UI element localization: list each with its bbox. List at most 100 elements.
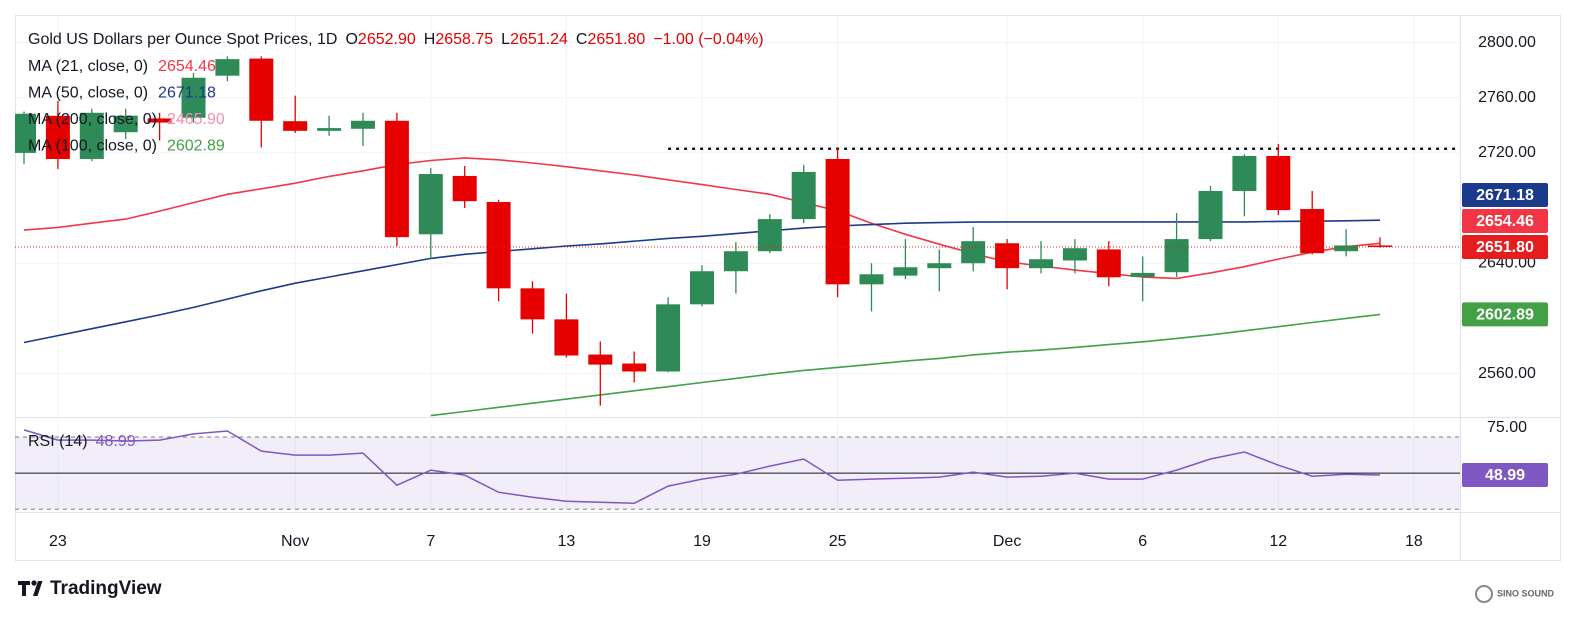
ma-legend: MA (100, close, 0) 2602.89 xyxy=(28,138,225,155)
candle-body xyxy=(147,118,172,123)
candle-body xyxy=(995,243,1020,269)
candle-body xyxy=(79,112,104,159)
candle-body xyxy=(859,274,884,285)
ma-legend: MA (50, close, 0) 2671.18 xyxy=(28,85,216,102)
y-tick-label: 2800.00 xyxy=(1478,34,1536,51)
candle-body xyxy=(418,174,443,235)
x-tick-label: 13 xyxy=(558,533,576,550)
y-tick-label: 2560.00 xyxy=(1478,365,1536,382)
candle-body xyxy=(723,251,748,272)
price-tag-label: 48.99 xyxy=(1485,467,1525,484)
ohlc-value: 2658.75 xyxy=(435,31,493,48)
ma-value: 2671.18 xyxy=(158,85,216,102)
ohlc-label: C xyxy=(576,31,588,48)
candle-body xyxy=(588,354,613,365)
ma-value: 2602.89 xyxy=(167,138,225,155)
candle-body xyxy=(927,263,952,269)
candle-body xyxy=(893,267,918,276)
candle-body xyxy=(961,241,986,264)
candle-body xyxy=(1232,155,1257,191)
frame xyxy=(15,15,1561,561)
y-tick-label: 2760.00 xyxy=(1478,89,1536,106)
moving-average xyxy=(23,219,1381,344)
y-tick-label: 2720.00 xyxy=(1478,144,1536,161)
marks xyxy=(15,56,1460,510)
chart-title: Gold US Dollars per Ounce Spot Prices, 1… xyxy=(28,31,337,48)
candle-body xyxy=(113,115,138,133)
candle-body xyxy=(1029,259,1053,269)
x-tick-label: 23 xyxy=(49,533,67,550)
candle-body xyxy=(283,121,308,131)
candle-body xyxy=(351,120,375,129)
price-tag xyxy=(1462,462,1548,487)
ohlc-value: 2652.90 xyxy=(358,31,416,48)
rsi-tick-label: 75.00 xyxy=(1487,419,1527,436)
price-tag-label: 2602.89 xyxy=(1476,307,1534,324)
candle-body xyxy=(1368,245,1392,247)
candle-body xyxy=(1062,248,1087,261)
candle-body xyxy=(690,271,714,305)
x-tick-label: 18 xyxy=(1405,533,1423,550)
x-tick-label: Dec xyxy=(993,533,1021,550)
ma-name: MA (50, close, 0) xyxy=(28,85,148,102)
x-tick-label: 7 xyxy=(426,533,435,550)
price-tag xyxy=(1462,208,1548,233)
ma-value: 2465.90 xyxy=(167,111,225,128)
ma-value: 2654.46 xyxy=(158,58,216,75)
moving-average xyxy=(23,157,1381,280)
rsi-legend: RSI (14) 48.99 xyxy=(28,433,136,450)
price-tag xyxy=(1462,234,1548,259)
candle-body xyxy=(181,77,206,118)
ohlc-label: H xyxy=(424,31,436,48)
candle-body xyxy=(825,158,850,285)
ma-legend: MA (21, close, 0) 2654.46 xyxy=(28,58,216,75)
x-tick-label: 19 xyxy=(693,533,711,550)
ma-name: MA (200, close, 0) xyxy=(28,111,157,128)
candle-body xyxy=(215,59,240,76)
tradingview-logo: TradingView xyxy=(18,578,162,599)
ohlc-value: 2651.80 xyxy=(587,31,645,48)
price-tag-label: 2671.18 xyxy=(1476,187,1534,204)
x-tick-label: Nov xyxy=(281,533,309,550)
candle-body xyxy=(1198,190,1223,240)
price-tag xyxy=(1462,302,1548,327)
candle-body xyxy=(656,304,681,372)
candle-body xyxy=(622,363,647,372)
candle-body xyxy=(1096,249,1121,278)
ma-name: MA (21, close, 0) xyxy=(28,58,148,75)
candle-body xyxy=(45,115,70,159)
grid xyxy=(15,15,1460,512)
rsi-name: RSI (14) xyxy=(28,433,88,450)
candle-body xyxy=(1334,245,1359,252)
candle-body xyxy=(1300,209,1325,254)
x-tick-label: 6 xyxy=(1138,533,1147,550)
candle-body xyxy=(1164,239,1189,273)
ma-name: MA (100, close, 0) xyxy=(28,138,157,155)
candle-body xyxy=(486,202,511,289)
price-tag-label: 2654.46 xyxy=(1476,213,1534,230)
ohlc-value: 2651.24 xyxy=(510,31,568,48)
watermark: SINO SOUND xyxy=(1475,585,1555,603)
legend-header: Gold US Dollars per Ounce Spot Prices, 1… xyxy=(28,31,764,48)
candle-body xyxy=(317,128,342,131)
candle-body xyxy=(452,175,477,202)
candle-body xyxy=(791,171,816,220)
candle-body xyxy=(757,219,782,252)
x-tick-label: 12 xyxy=(1269,533,1287,550)
rsi-value: 48.99 xyxy=(96,433,136,450)
price-tag xyxy=(1462,182,1548,207)
candle-body xyxy=(520,288,545,320)
ma-legend: MA (200, close, 0) 2465.90 xyxy=(28,111,225,128)
moving-average xyxy=(430,313,1381,417)
candle-body xyxy=(1266,155,1291,211)
price-tag-label: 2651.80 xyxy=(1476,239,1534,256)
ohlc-label: O xyxy=(345,31,357,48)
candle-body xyxy=(554,319,579,356)
candle-body xyxy=(15,113,36,153)
candle-body xyxy=(384,120,409,238)
ohlc-label: L xyxy=(501,31,510,48)
brand: TradingView xyxy=(50,578,162,599)
candle-body xyxy=(249,58,274,121)
